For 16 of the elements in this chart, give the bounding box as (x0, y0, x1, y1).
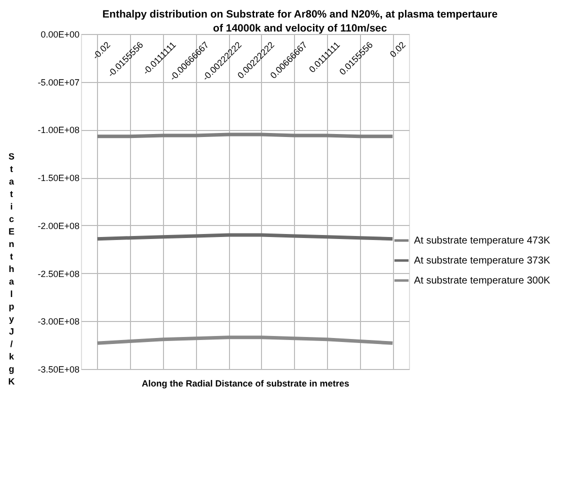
legend-label: At substrate temperature 300K (414, 276, 551, 286)
legend-label: At substrate temperature 373K (414, 256, 551, 266)
text: Static Enthalpy J/kgK (8, 152, 15, 386)
text: Enthalpy distribution on Substrate for Ar80% and N20%, at plasma tempertaure (102, 8, 498, 20)
y-tick-label: -3.00E+08 (38, 316, 80, 327)
y-tick-label: 0.00E+00 (40, 30, 80, 40)
y-tick-label: -5.00E+07 (38, 77, 80, 88)
y-tick-label: -1.50E+08 (38, 173, 80, 184)
x-tick-label: 0.02 (388, 40, 408, 60)
x-axis-title: Along the Radial Distance of substrate in metres (142, 378, 350, 388)
y-tick-label: -3.50E+08 (38, 364, 80, 374)
y-tick-label: -1.00E+08 (38, 125, 80, 136)
text: of 14000k and velocity of 110m/sec (213, 22, 387, 34)
y-tick-label: -2.00E+08 (38, 220, 80, 231)
legend-label: At substrate temperature 473K (414, 236, 551, 246)
y-tick-label: -2.50E+08 (38, 268, 80, 279)
